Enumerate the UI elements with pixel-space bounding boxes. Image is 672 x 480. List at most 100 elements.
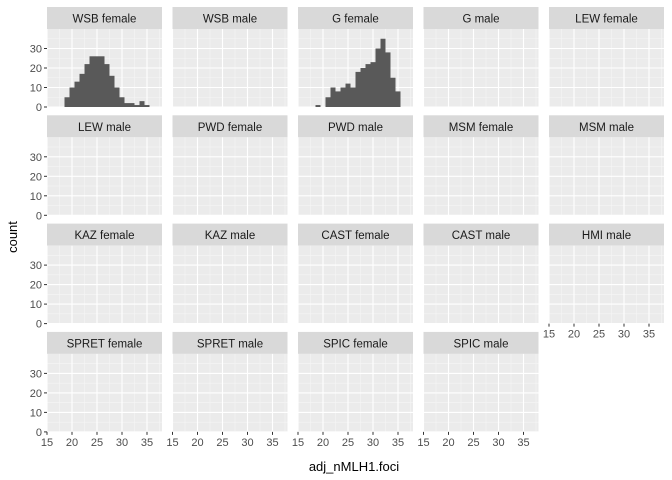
facet-panel: CAST male bbox=[422, 223, 539, 325]
facet-strip bbox=[549, 115, 664, 138]
x-tick-label: 25 bbox=[593, 329, 605, 341]
x-tick-label: 30 bbox=[367, 437, 379, 449]
y-tick-label: 20 bbox=[30, 280, 42, 292]
x-tick-label: 25 bbox=[216, 437, 228, 449]
histogram-bar bbox=[129, 103, 135, 107]
facet-strip bbox=[423, 223, 539, 246]
x-tick-label: 15 bbox=[417, 437, 429, 449]
facet-strip bbox=[47, 115, 162, 138]
x-axis-title: adj_nMLH1.foci bbox=[309, 459, 399, 474]
y-tick-label: 0 bbox=[36, 102, 42, 114]
facet-panel: LEW female bbox=[548, 7, 664, 108]
x-tick-label: 35 bbox=[643, 329, 655, 341]
y-axis-title: count bbox=[5, 221, 20, 253]
histogram-bar bbox=[350, 87, 356, 107]
x-tick-label: 30 bbox=[241, 437, 253, 449]
facet-strip bbox=[549, 223, 664, 246]
facet-panel: PWD male bbox=[297, 115, 413, 216]
histogram-bar bbox=[119, 97, 125, 107]
x-tick-label: 25 bbox=[91, 437, 103, 449]
facet-panel: WSB female 0 10 20 30 bbox=[30, 7, 162, 114]
y-tick-label: 10 bbox=[30, 407, 42, 419]
facet-label: LEW female bbox=[575, 14, 638, 26]
facet-label: SPRET female bbox=[67, 338, 143, 350]
facet-label: WSB female bbox=[73, 14, 137, 26]
facet-label: CAST female bbox=[321, 230, 389, 242]
facet-panel: KAZ male bbox=[171, 223, 288, 325]
histogram-bar bbox=[355, 71, 361, 107]
histogram-bar bbox=[89, 56, 95, 107]
y-tick-label: 0 bbox=[36, 210, 42, 222]
x-tick-label: 20 bbox=[317, 437, 329, 449]
facet-strip bbox=[172, 223, 288, 246]
histogram-bar bbox=[79, 73, 85, 107]
y-tick-label: 30 bbox=[30, 368, 42, 380]
y-tick-label: 20 bbox=[30, 388, 42, 400]
y-tick-label: 10 bbox=[30, 191, 42, 203]
facet-label: HMI male bbox=[582, 230, 631, 242]
x-tick-label: 35 bbox=[141, 437, 153, 449]
histogram-bar bbox=[74, 81, 80, 107]
facet-panel: LEW male 0 10 20 30 bbox=[30, 115, 162, 222]
facet-panel: HMI male 15 20 25 30 35 bbox=[543, 223, 664, 341]
x-tick-label: 35 bbox=[266, 437, 278, 449]
facet-panel: MSM female bbox=[422, 115, 539, 216]
facet-strip bbox=[423, 331, 539, 354]
facet-strip bbox=[172, 115, 288, 138]
facet-strip bbox=[423, 115, 539, 138]
x-tick-label: 25 bbox=[467, 437, 479, 449]
histogram-bar bbox=[390, 77, 396, 107]
facet-label: CAST male bbox=[452, 230, 511, 242]
x-tick-label: 35 bbox=[517, 437, 529, 449]
y-tick-label: 0 bbox=[36, 427, 42, 439]
y-tick-label: 10 bbox=[30, 299, 42, 311]
y-tick-label: 10 bbox=[30, 83, 42, 95]
histogram-bar bbox=[114, 87, 120, 107]
facet-label: MSM male bbox=[579, 122, 634, 134]
y-tick-label: 20 bbox=[30, 171, 42, 183]
histogram-bar bbox=[360, 68, 366, 107]
histogram-bar bbox=[335, 91, 341, 107]
facet-label: PWD female bbox=[198, 122, 263, 134]
facet-label: MSM female bbox=[449, 122, 514, 134]
facet-panel: SPIC female 15 20 25 30 35 bbox=[292, 331, 413, 449]
facet-panel: G female bbox=[297, 7, 413, 108]
histogram-bar bbox=[325, 97, 331, 107]
facet-label: G male bbox=[462, 14, 499, 26]
facet-strip bbox=[172, 7, 288, 29]
facet-strip bbox=[298, 223, 413, 246]
facet-strip bbox=[47, 223, 162, 246]
x-tick-label: 20 bbox=[191, 437, 203, 449]
facet-label: G female bbox=[332, 14, 379, 26]
facet-label: SPIC female bbox=[323, 338, 388, 350]
histogram-bar bbox=[375, 48, 381, 107]
x-tick-label: 20 bbox=[66, 437, 78, 449]
x-tick-label: 30 bbox=[116, 437, 128, 449]
histogram-bar bbox=[109, 75, 115, 107]
facet-strip bbox=[298, 7, 413, 29]
facet-panel: PWD female bbox=[171, 115, 288, 216]
histogram-bar bbox=[315, 105, 321, 107]
x-tick-label: 15 bbox=[166, 437, 178, 449]
histogram-bar bbox=[104, 64, 110, 107]
facet-panel: WSB male bbox=[171, 7, 288, 108]
x-tick-label: 20 bbox=[442, 437, 454, 449]
y-tick-label: 30 bbox=[30, 260, 42, 272]
facet-panel: MSM male bbox=[548, 115, 664, 216]
facet-strip bbox=[298, 115, 413, 138]
histogram-bar bbox=[365, 64, 371, 107]
facet-label: PWD male bbox=[328, 122, 383, 134]
x-tick-label: 25 bbox=[342, 437, 354, 449]
histogram-bar bbox=[124, 103, 130, 107]
histogram-bar bbox=[395, 91, 401, 107]
facet-strip bbox=[172, 331, 288, 354]
histogram-bar bbox=[69, 87, 75, 107]
facet-strip bbox=[47, 331, 162, 354]
histogram-bar bbox=[144, 105, 150, 107]
facet-strip bbox=[47, 7, 162, 29]
histogram-bar bbox=[370, 62, 376, 107]
x-tick-label: 30 bbox=[618, 329, 630, 341]
histogram-bar bbox=[330, 87, 336, 107]
histogram-bar bbox=[84, 64, 90, 107]
